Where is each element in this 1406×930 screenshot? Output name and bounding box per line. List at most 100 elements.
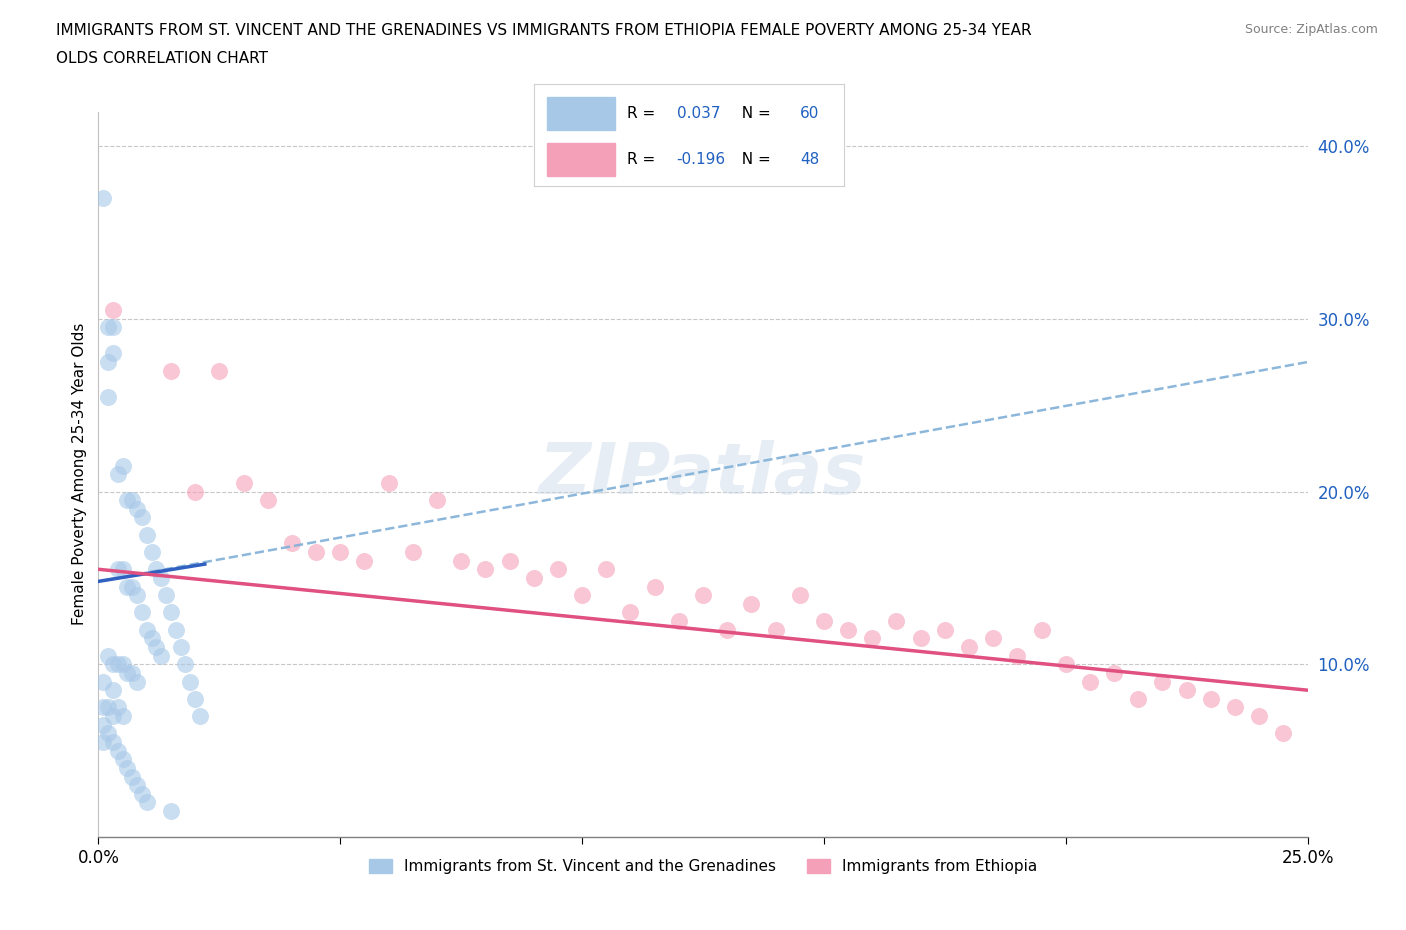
Point (101, 709, 124, 724)
Point (141, 545, 163, 560)
Point (91, 674, 114, 689)
Point (127, 674, 149, 689)
Point (957, 640, 980, 655)
Point (97, 726, 120, 741)
Point (91, 700, 114, 715)
Point (837, 622, 859, 637)
Point (160, 605, 183, 620)
Point (1054, 657, 1077, 671)
Point (150, 570, 173, 585)
Point (716, 622, 738, 637)
Point (127, 501, 149, 516)
Point (150, 648, 173, 663)
Point (111, 458, 134, 473)
Point (97, 354, 120, 369)
Point (160, 804, 183, 818)
Point (91, 735, 114, 750)
Point (1007, 648, 1029, 663)
Point (101, 657, 124, 671)
Point (135, 527, 157, 542)
Point (1031, 622, 1053, 637)
Point (692, 588, 714, 603)
Point (179, 674, 201, 689)
Point (127, 777, 149, 792)
Legend: Immigrants from St. Vincent and the Grenadines, Immigrants from Ethiopia: Immigrants from St. Vincent and the Gren… (363, 853, 1043, 880)
Point (934, 622, 956, 637)
Point (91, 717, 114, 732)
Point (141, 631, 163, 645)
Point (131, 605, 153, 620)
Point (117, 579, 139, 594)
Point (474, 562, 496, 577)
Point (256, 493, 278, 508)
Point (547, 562, 569, 577)
Point (860, 631, 883, 645)
Point (498, 553, 520, 568)
Point (91, 191, 114, 206)
Bar (547, 97, 614, 130)
Point (619, 605, 641, 620)
Point (101, 320, 124, 335)
Point (145, 640, 167, 655)
Point (111, 562, 134, 577)
Point (107, 657, 129, 671)
Point (329, 545, 352, 560)
Point (101, 683, 124, 698)
Point (595, 562, 617, 577)
Point (145, 562, 167, 577)
Text: ZIPatlas: ZIPatlas (540, 440, 866, 509)
Point (131, 787, 153, 802)
Point (208, 364, 231, 379)
Point (101, 735, 124, 750)
Point (97, 700, 120, 715)
Point (305, 545, 328, 560)
Point (1175, 683, 1198, 698)
Point (97, 320, 120, 335)
Point (184, 691, 207, 706)
Point (450, 553, 472, 568)
Point (117, 761, 139, 776)
Point (1128, 691, 1150, 706)
Y-axis label: Female Poverty Among 25-34 Year Olds: Female Poverty Among 25-34 Year Olds (72, 323, 87, 626)
Point (1152, 674, 1174, 689)
Point (101, 303, 124, 318)
Point (160, 364, 183, 379)
Bar (547, 143, 614, 176)
Point (789, 588, 811, 603)
Text: 60: 60 (800, 106, 820, 121)
Text: R =: R = (627, 152, 661, 166)
Point (353, 553, 375, 568)
Point (813, 614, 835, 629)
Point (1102, 666, 1125, 681)
Text: Source: ZipAtlas.com: Source: ZipAtlas.com (1244, 23, 1378, 36)
Point (644, 579, 666, 594)
Point (377, 475, 399, 490)
Text: N =: N = (733, 106, 776, 121)
Point (169, 640, 191, 655)
Point (1249, 709, 1271, 724)
Text: R =: R = (627, 106, 661, 121)
Point (117, 493, 139, 508)
Point (117, 666, 139, 681)
Point (111, 709, 134, 724)
Point (1223, 700, 1246, 715)
Text: 0.037: 0.037 (676, 106, 720, 121)
Point (1078, 674, 1101, 689)
Point (111, 657, 134, 671)
Point (765, 622, 787, 637)
Point (155, 588, 177, 603)
Point (184, 485, 207, 499)
Point (910, 631, 932, 645)
Point (97, 648, 120, 663)
Text: OLDS CORRELATION CHART: OLDS CORRELATION CHART (56, 51, 269, 66)
Point (281, 536, 304, 551)
Point (174, 657, 197, 671)
Point (668, 614, 690, 629)
Point (121, 666, 143, 681)
Point (188, 709, 211, 724)
Point (107, 743, 129, 758)
Text: N =: N = (733, 152, 776, 166)
Point (107, 562, 129, 577)
Point (571, 588, 593, 603)
Point (426, 493, 449, 508)
